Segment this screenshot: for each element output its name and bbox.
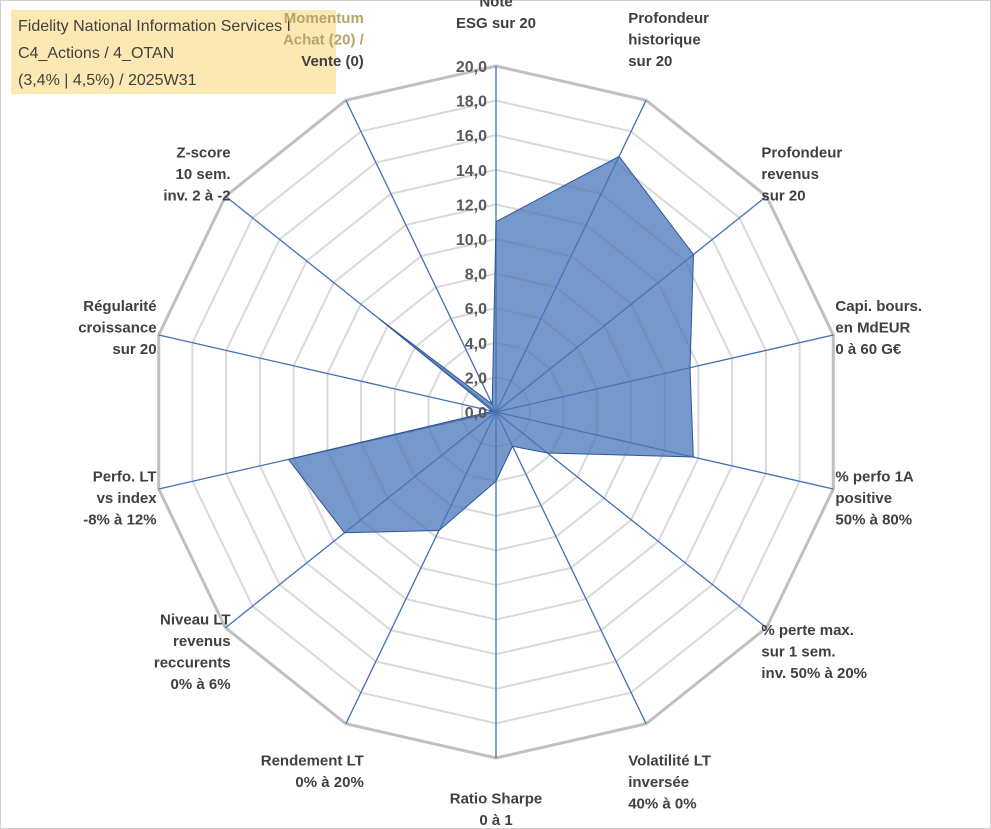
radial-tick-labels: 0,0 2,0 4,0 6,0 8,0 10,0 12,0 14,0 16,0 18,0 20,0 bbox=[456, 59, 487, 422]
title-line-company: Fidelity National Information Services I bbox=[18, 18, 291, 35]
tick-label: 8,0 bbox=[465, 267, 487, 284]
axis-label-line: sur 1 sem. bbox=[761, 644, 835, 661]
axis-label: % perfo 1A positive 50% à 80% bbox=[835, 469, 914, 529]
axis-label-line: Momentum bbox=[284, 10, 364, 27]
tick-label: 12,0 bbox=[456, 197, 487, 214]
axis-label: Volatilité LT inversée 40% à 0% bbox=[628, 753, 711, 813]
axis-label-line: revenus bbox=[761, 166, 819, 183]
axis-label-line: Z-score bbox=[176, 145, 230, 162]
tick-label: 20,0 bbox=[456, 59, 487, 76]
axis-label: Niveau LT revenus reccurents 0% à 6% bbox=[154, 611, 231, 693]
axis-label-line: vs index bbox=[97, 490, 158, 507]
axis-label-line: sur 20 bbox=[112, 341, 156, 358]
title-line-category: C4_Actions / 4_OTAN bbox=[18, 45, 175, 62]
tick-label: 6,0 bbox=[465, 301, 487, 318]
tick-label: 2,0 bbox=[465, 370, 487, 387]
axis-label-line: historique bbox=[628, 31, 701, 48]
axis-label-line: 40% à 0% bbox=[628, 796, 696, 813]
chart-title-box: Fidelity National Information Services I… bbox=[11, 10, 336, 94]
axis-label-line: inversée bbox=[628, 774, 689, 791]
axis-spoke bbox=[495, 411, 647, 724]
axis-label: Z-score 10 sem. inv. 2 à -2 bbox=[163, 145, 230, 205]
title-line-stats: (3,4% | 4,5%) / 2025W31 bbox=[18, 72, 197, 89]
axis-label-line: 0 à 60 G€ bbox=[835, 341, 902, 358]
tick-label: 16,0 bbox=[456, 128, 487, 145]
axis-label-line: croissance bbox=[78, 320, 156, 337]
axis-label-line: Profondeur bbox=[628, 10, 709, 27]
axis-label-line: Note bbox=[479, 0, 512, 11]
axis-label: Perfo. LT vs index -8% à 12% bbox=[83, 469, 157, 529]
axis-label: Régularité croissance sur 20 bbox=[78, 298, 156, 358]
axis-label: Note ESG sur 20 bbox=[456, 0, 536, 32]
axis-label: Ratio Sharpe 0 à 1 bbox=[450, 791, 543, 829]
axis-label: Rendement LT 0% à 20% bbox=[261, 753, 364, 792]
tick-label: 14,0 bbox=[456, 163, 487, 180]
axis-label: Capi. bours. en MdEUR 0 à 60 G€ bbox=[835, 298, 922, 358]
axis-label-line: Capi. bours. bbox=[835, 298, 922, 315]
axis-label: Profondeur historique sur 20 bbox=[628, 10, 709, 70]
tick-label: 0,0 bbox=[465, 405, 487, 422]
axis-spoke bbox=[345, 100, 497, 413]
axis-label-line: 10 sem. bbox=[176, 166, 231, 183]
axis-label-line: Rendement LT bbox=[261, 753, 364, 770]
tick-label: 4,0 bbox=[465, 336, 487, 353]
axis-label-line: 50% à 80% bbox=[835, 512, 912, 529]
axis-label-line: -8% à 12% bbox=[83, 512, 156, 529]
radar-series bbox=[287, 155, 695, 534]
axis-label-line: ESG sur 20 bbox=[456, 15, 536, 32]
axis-label-line: Niveau LT bbox=[160, 611, 231, 628]
axis-label-line: sur 20 bbox=[761, 188, 805, 205]
axis-label-line: 0% à 6% bbox=[171, 676, 231, 693]
axis-label-line: en MdEUR bbox=[835, 320, 910, 337]
axis-label-line: % perte max. bbox=[761, 622, 854, 639]
tick-label: 18,0 bbox=[456, 94, 487, 111]
axis-label-line: Achat (20) / bbox=[283, 31, 365, 48]
axis-label-line: Perfo. LT bbox=[93, 469, 157, 486]
axis-label-line: Profondeur bbox=[761, 145, 842, 162]
axis-label: % perte max. sur 1 sem. inv. 50% à 20% bbox=[761, 622, 867, 682]
axis-label-line: inv. 2 à -2 bbox=[163, 188, 230, 205]
series-area bbox=[287, 155, 695, 534]
axis-label-line: 0% à 20% bbox=[295, 774, 363, 791]
tick-label: 10,0 bbox=[456, 232, 487, 249]
axis-label-line: reccurents bbox=[154, 654, 231, 671]
axis-label: Profondeur revenus sur 20 bbox=[761, 145, 842, 205]
axis-label-line: sur 20 bbox=[628, 53, 672, 70]
axis-label: Momentum Achat (20) / Vente (0) bbox=[283, 10, 365, 70]
axis-label-line: inv. 50% à 20% bbox=[761, 665, 867, 682]
axis-label-line: Régularité bbox=[83, 298, 156, 315]
axis-label-line: Ratio Sharpe bbox=[450, 791, 543, 808]
axis-label-line: Volatilité LT bbox=[628, 753, 711, 770]
axis-spoke bbox=[158, 334, 497, 413]
axis-labels: Note ESG sur 20 Profondeur historique sur 20… bbox=[78, 0, 922, 829]
axis-label-line: positive bbox=[835, 490, 892, 507]
axis-label-line: revenus bbox=[173, 633, 231, 650]
axis-label-line: % perfo 1A bbox=[835, 469, 914, 486]
axis-label-line: 0 à 1 bbox=[479, 812, 512, 829]
axis-label-line: Vente (0) bbox=[301, 53, 364, 70]
